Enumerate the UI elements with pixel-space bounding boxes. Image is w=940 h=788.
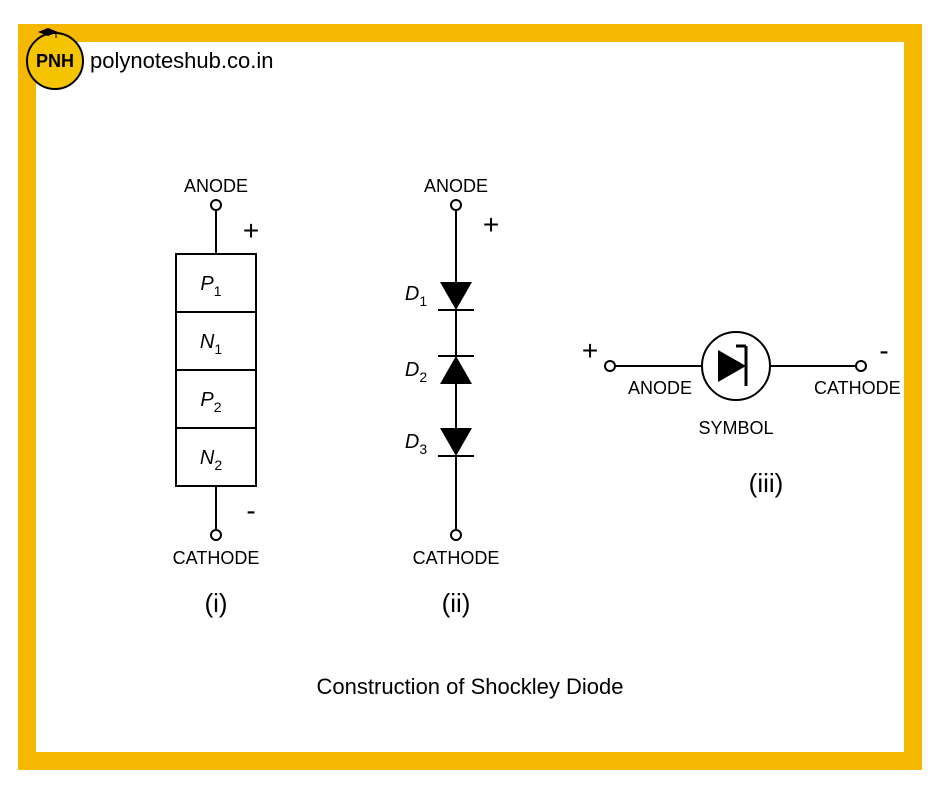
outer-frame: ANODE + P1 N1 P2 (0, 0, 940, 788)
layer-n2: N2 (176, 428, 256, 486)
d1-sub: 1 (419, 293, 427, 309)
layer-p2: P2 (176, 370, 256, 428)
layer-p2-name: P (200, 389, 214, 411)
diode-d3: D3 (405, 428, 474, 457)
d3-name: D (405, 431, 419, 453)
logo-text: PNH (36, 51, 74, 72)
svg-text:D3: D3 (405, 431, 427, 457)
figure-i: ANODE + P1 N1 P2 (116, 172, 316, 692)
fig2-label: (ii) (442, 588, 471, 618)
symbol-label: SYMBOL (698, 418, 773, 438)
cathode-label: CATHODE (173, 548, 260, 568)
cathode-terminal (856, 361, 866, 371)
svg-text:D1: D1 (405, 283, 427, 309)
cathode-label: CATHODE (814, 378, 901, 398)
layer-n2-sub: 2 (214, 457, 222, 473)
minus-sign: - (879, 335, 888, 366)
anode-label: ANODE (184, 176, 248, 196)
d1-name: D (405, 283, 419, 305)
fig1-label: (i) (204, 588, 227, 618)
layer-n1: N1 (176, 312, 256, 370)
d2-sub: 2 (419, 369, 427, 385)
layer-p1-sub: 1 (214, 283, 222, 299)
cathode-label: CATHODE (413, 548, 500, 568)
anode-terminal (211, 200, 221, 210)
logo-icon: PNH (26, 32, 84, 90)
figure-iii: + ANODE - CATHODE SYMBOL (iii) (566, 302, 906, 642)
anode-label: ANODE (628, 378, 692, 398)
layer-p2-sub: 2 (214, 399, 222, 415)
layer-p1: P1 (176, 254, 256, 312)
fig3-label: (iii) (749, 468, 784, 498)
diode-d2: D2 (405, 356, 474, 385)
minus-sign: - (246, 495, 255, 526)
anode-terminal (605, 361, 615, 371)
cathode-terminal (451, 530, 461, 540)
d3-sub: 3 (419, 441, 427, 457)
layer-n2-name: N (200, 447, 215, 469)
svg-text:D2: D2 (405, 359, 427, 385)
figure-ii: ANODE + D1 D2 (356, 172, 556, 692)
gold-border: ANODE + P1 N1 P2 (18, 24, 922, 770)
plus-sign: + (243, 215, 259, 246)
diagram-area: ANODE + P1 N1 P2 (76, 172, 864, 712)
site-url: polynoteshub.co.in (90, 48, 273, 74)
layer-n1-sub: 1 (214, 341, 222, 357)
cathode-terminal (211, 530, 221, 540)
grad-cap-icon (38, 28, 58, 38)
layer-p1-name: P (200, 273, 214, 295)
caption: Construction of Shockley Diode (76, 674, 864, 700)
d2-name: D (405, 359, 419, 381)
anode-label: ANODE (424, 176, 488, 196)
plus-sign: + (483, 209, 499, 240)
diode-d1: D1 (405, 282, 474, 310)
plus-sign: + (582, 335, 598, 366)
logo-wrap: PNH polynoteshub.co.in (26, 32, 273, 90)
layer-n1-name: N (200, 331, 215, 353)
anode-terminal (451, 200, 461, 210)
